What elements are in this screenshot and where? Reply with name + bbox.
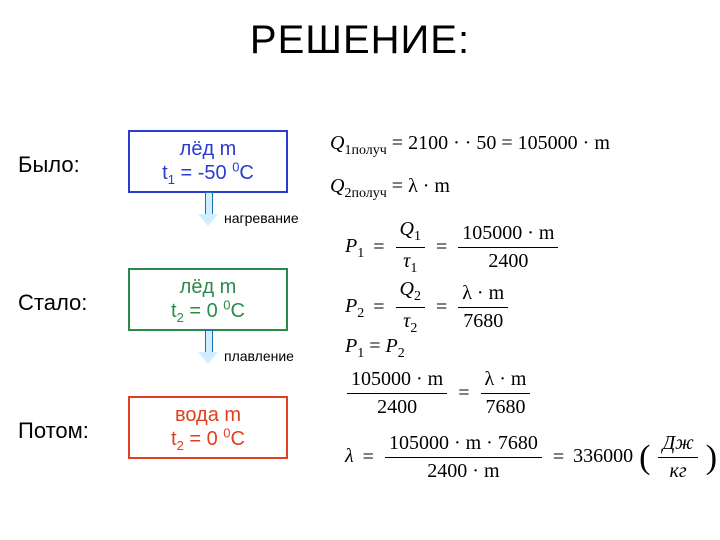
eq-fraction-equal: 105000 · m2400 = λ · m7680: [345, 368, 532, 419]
state1-temp: t1 = -50 0С: [162, 162, 254, 184]
arrow-heating-label: нагревание: [224, 210, 299, 226]
label-then: Потом:: [18, 418, 89, 444]
label-was: Было:: [18, 152, 80, 178]
state3-temp: t2 = 0 0С: [171, 428, 245, 450]
eq-p-equal: P1 = P2: [345, 335, 405, 362]
slide-root: РЕШЕНИЕ: Было: Стало: Потом: лёд m t1 = …: [0, 0, 720, 540]
page-title: РЕШЕНИЕ:: [0, 18, 720, 63]
label-became: Стало:: [18, 290, 87, 316]
arrow-heating: [198, 192, 218, 226]
state2-line1: лёд m: [180, 276, 237, 298]
arrow-melting: [198, 330, 218, 364]
state2-temp: t2 = 0 0С: [171, 300, 245, 322]
state-box-ice-initial: лёд m t1 = -50 0С: [128, 130, 288, 193]
state-box-ice-zero: лёд m t2 = 0 0С: [128, 268, 288, 331]
eq-q1: Q1получ = 2100 · · 50 = 105000 · m: [330, 132, 610, 159]
arrow-melting-label: плавление: [224, 348, 294, 364]
state1-line1: лёд m: [180, 138, 237, 160]
state3-line1: вода m: [175, 404, 241, 426]
eq-q2: Q2получ = λ · m: [330, 175, 450, 202]
eq-lambda-result: λ = 105000 · m · 76802400 · m = 336000 (…: [345, 432, 718, 483]
eq-p2: P2 = Q2τ2 = λ · m7680: [345, 278, 510, 337]
eq-p1: P1 = Q1τ1 = 105000 · m2400: [345, 218, 560, 277]
state-box-water: вода m t2 = 0 0С: [128, 396, 288, 459]
